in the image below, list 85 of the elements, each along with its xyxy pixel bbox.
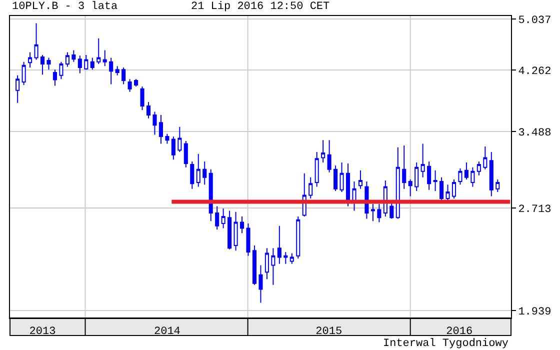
candlestick — [470, 166, 475, 188]
candlestick — [59, 61, 64, 80]
y-tick-label: 2.713 — [518, 204, 552, 216]
candlestick — [334, 164, 338, 192]
candlestick — [402, 145, 406, 190]
candlestick — [496, 178, 500, 193]
candlestick — [215, 206, 220, 230]
candlestick — [102, 50, 107, 67]
candlestick — [122, 67, 126, 85]
candlestick — [171, 136, 176, 160]
candlestick — [134, 78, 138, 88]
candlestick — [240, 216, 244, 234]
x-tick-label: 2016 — [446, 326, 473, 338]
x-tick-label: 2013 — [29, 326, 56, 338]
candlestick — [358, 170, 362, 190]
candlestick — [178, 126, 182, 153]
candlestick — [28, 52, 32, 68]
candlestick — [190, 161, 194, 190]
candlestick — [184, 140, 188, 168]
y-tick-label: 3.488 — [518, 127, 552, 140]
candlestick — [165, 133, 170, 144]
candlestick — [146, 102, 151, 119]
candlestick — [202, 161, 207, 186]
candlestick — [420, 143, 425, 178]
candlestick — [446, 184, 450, 202]
candlestick — [314, 152, 319, 188]
y-tick-label: 5.037 — [518, 15, 552, 28]
candlestick — [433, 170, 438, 192]
candlestick — [396, 146, 400, 220]
candlestick — [234, 211, 238, 252]
candlestick — [65, 52, 70, 68]
candlestick — [46, 57, 51, 70]
x-tick-label: 2015 — [316, 326, 342, 338]
candlestick — [296, 216, 300, 260]
candlestick — [228, 210, 232, 250]
y-tick-label: 4.262 — [518, 66, 552, 78]
candlestick — [308, 176, 313, 199]
candlestick — [96, 38, 101, 64]
candlestick — [208, 168, 213, 222]
candlestick — [271, 248, 276, 286]
candlestick — [264, 248, 269, 280]
candlestick — [290, 252, 294, 264]
candlestick — [340, 162, 344, 193]
candlestick — [489, 152, 494, 197]
candlestick — [440, 176, 444, 202]
text: Interwal Tygodniowy — [383, 338, 509, 350]
y-tick-label: 1.939 — [518, 306, 552, 319]
candlestick — [40, 54, 45, 76]
candlestick — [90, 57, 94, 70]
candlestick — [476, 161, 481, 176]
candlestick — [408, 178, 412, 197]
candlestick — [414, 162, 419, 192]
candlestick — [158, 114, 163, 144]
candlestick — [78, 55, 82, 74]
candlestick — [115, 66, 120, 76]
candlestick — [458, 168, 462, 186]
x-tick-label: 2014 — [154, 326, 181, 338]
candlestick — [483, 146, 488, 170]
candlestick — [327, 140, 332, 173]
candlestick — [377, 203, 382, 223]
candlestick — [16, 74, 20, 104]
candlestick — [370, 203, 375, 222]
candlestick — [427, 161, 432, 190]
candlestick — [464, 162, 468, 180]
candlestick — [246, 222, 250, 256]
candlestick — [196, 153, 200, 188]
candlestick — [277, 225, 282, 264]
candlestick — [128, 78, 132, 92]
candlestick — [84, 54, 88, 70]
candlestick — [452, 178, 456, 199]
text: 21 Lip 2016 12:50 CET — [191, 1, 330, 13]
candlestick — [221, 208, 226, 229]
candlestick — [52, 69, 58, 86]
candlestick — [152, 111, 157, 136]
candlestick — [284, 251, 288, 264]
candlestick — [321, 140, 326, 164]
candlestick — [72, 50, 76, 62]
candlestick — [390, 201, 394, 220]
candlestick — [252, 245, 257, 286]
candlestick — [22, 61, 26, 86]
candlestick — [140, 86, 144, 111]
candlestick — [34, 22, 38, 60]
chart-title: 10PLY.B - 3 lata — [12, 1, 118, 13]
candlestick — [258, 264, 263, 304]
candlestick — [109, 57, 114, 85]
